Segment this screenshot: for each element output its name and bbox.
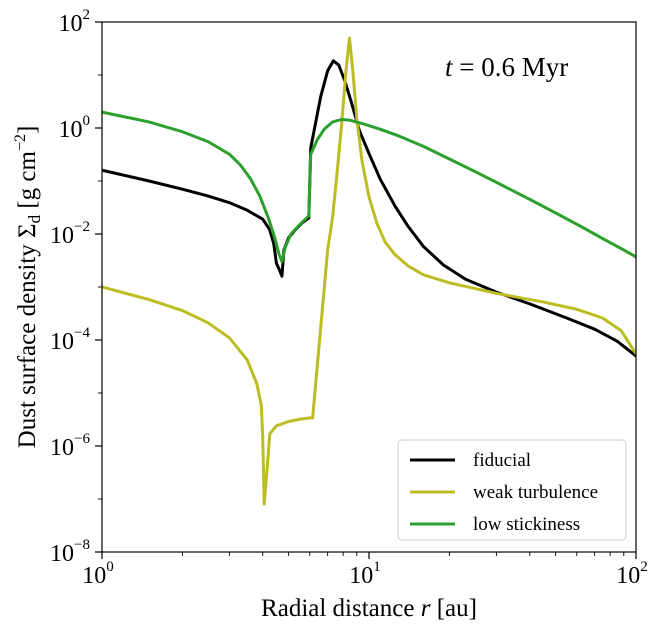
legend: fiducial weak turbulence low stickiness (397, 439, 627, 541)
y-tick-label: 102 (59, 7, 91, 37)
ticks-layer: 100 101 102 10−8 10−6 10−4 10−2 100 102 (50, 7, 648, 589)
legend-box (397, 439, 627, 541)
legend-label: fiducial (473, 450, 531, 471)
x-tick-label: 102 (616, 559, 648, 589)
legend-label: weak turbulence (473, 482, 598, 503)
x-tick-label: 100 (82, 559, 114, 589)
y-tick-label: 10−2 (50, 219, 90, 249)
y-axis-title: Dust surface density Σd [g cm−2] (12, 126, 44, 449)
x-axis-title: Radial distance r [au] (261, 595, 477, 622)
series-line-low-stickiness (102, 110, 636, 264)
y-tick-label: 10−8 (50, 537, 90, 567)
y-tick-label: 10−4 (50, 325, 90, 355)
legend-label: low stickiness (473, 514, 580, 535)
y-tick-label: 100 (59, 113, 91, 143)
series-layer (102, 36, 636, 506)
series-line-fiducial (102, 59, 636, 358)
x-tick-label: 101 (349, 559, 381, 589)
series-line-weak-turbulence (102, 36, 636, 506)
y-tick-label: 10−6 (50, 431, 90, 461)
annotation-time: t = 0.6 Myr (445, 52, 568, 82)
